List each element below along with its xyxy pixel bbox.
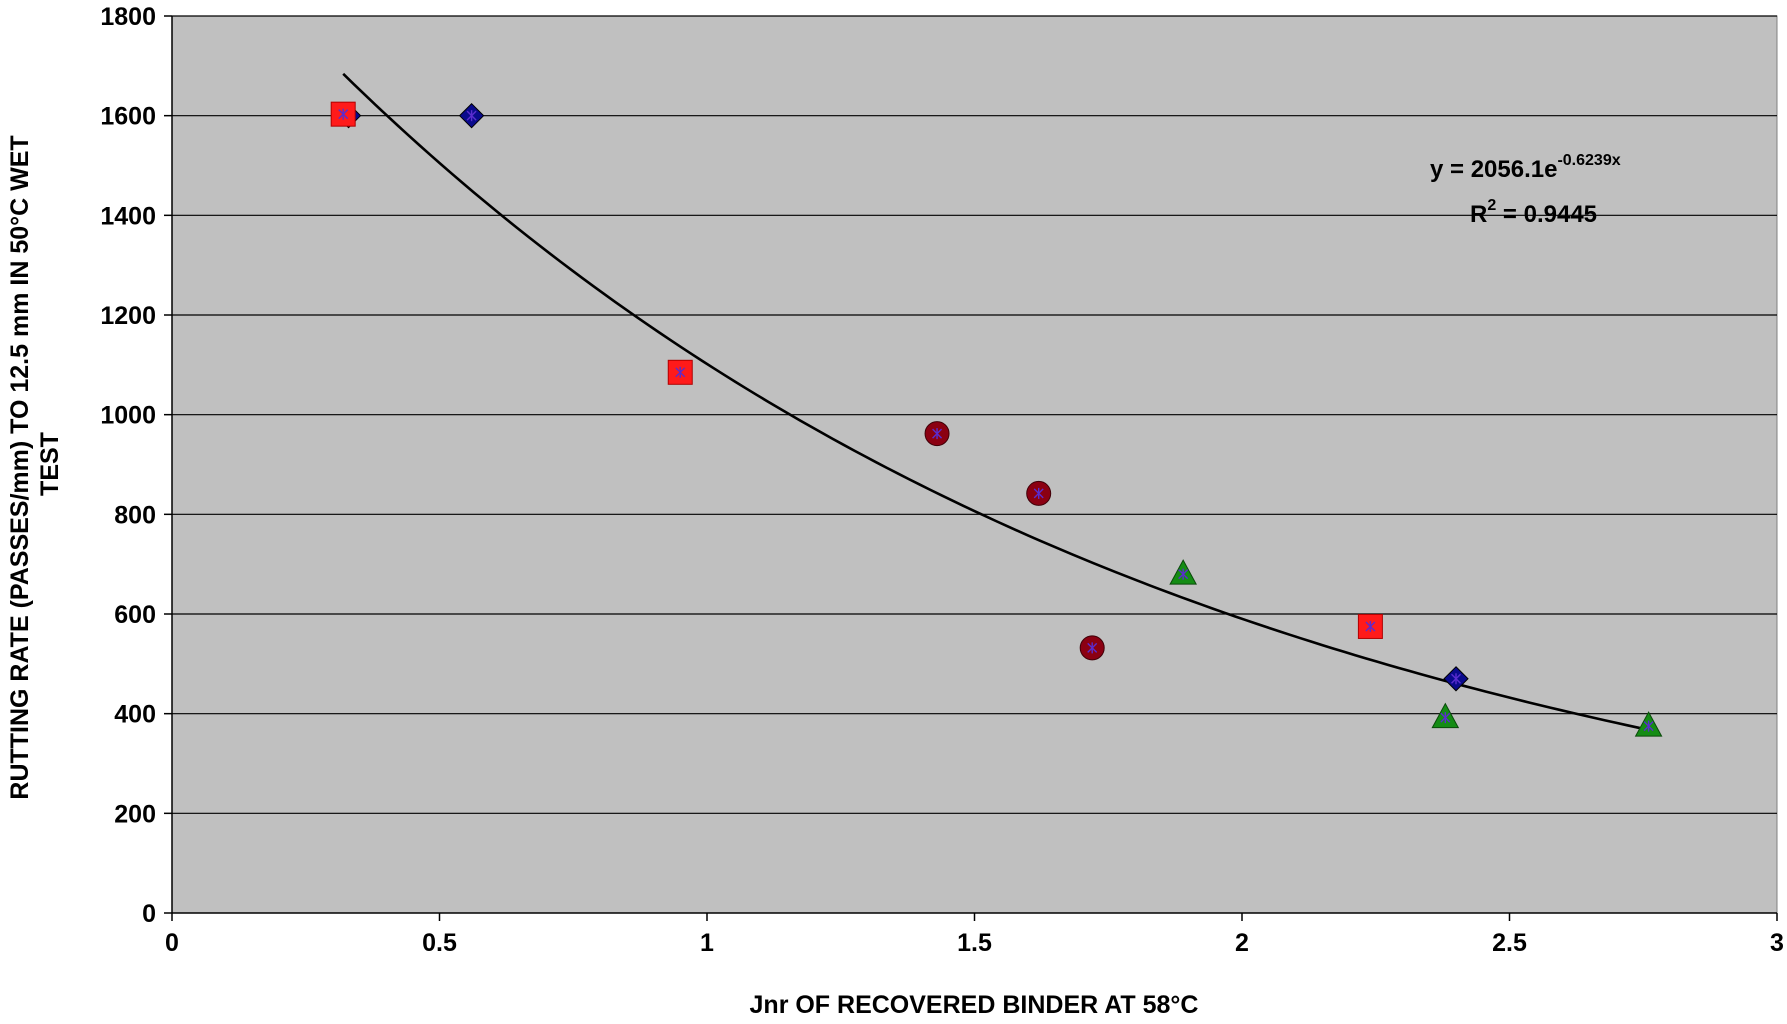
point-star-marker: [1365, 620, 1376, 632]
point-star-marker: [466, 110, 477, 122]
axes: 0 200 400 600 800 1000 1200 1400 1600 1800 0 0.5 1 1.…: [100, 3, 1784, 957]
r-squared-r: R: [1470, 201, 1487, 228]
x-tick-label: 2: [1235, 929, 1249, 957]
y-tick-label: 1800: [100, 3, 156, 31]
trendline-equation: y = 2056.1e-0.6239x: [1430, 152, 1621, 183]
x-axis-title: Jnr OF RECOVERED BINDER AT 58°C: [750, 991, 1199, 1019]
x-tick-label: 0.5: [422, 929, 457, 957]
x-tick-label: 2.5: [1492, 929, 1527, 957]
trendline: [342, 72, 1649, 732]
point-star-marker: [1087, 642, 1098, 654]
y-axis-title-line-2: TEST: [36, 432, 64, 496]
gridlines: [172, 15, 1777, 814]
y-tick-label: 1200: [100, 302, 156, 330]
markers: [330, 101, 1663, 737]
point-star-marker: [1643, 720, 1654, 732]
r-squared-superscript: 2: [1487, 197, 1496, 214]
x-tick-label: 0: [165, 929, 179, 957]
r-squared-value: = 0.9445: [1496, 201, 1597, 228]
y-tick-label: 800: [114, 501, 156, 529]
r-squared-label: R2 = 0.9445: [1470, 197, 1597, 228]
y-tick-label: 400: [114, 701, 156, 729]
y-axis-title: RUTTING RATE (PASSES/mm) TO 12.5 mm IN 5…: [6, 128, 64, 799]
point-star-marker: [1178, 568, 1189, 580]
x-tick-label: 1: [700, 929, 714, 957]
point-star-marker: [1033, 487, 1044, 499]
y-tick-label: 1400: [100, 202, 156, 230]
plot-area: [171, 15, 1778, 914]
y-tick-label: 1000: [100, 402, 156, 430]
y-tick-label: 600: [114, 601, 156, 629]
point-star-marker: [338, 108, 349, 120]
point-star-marker: [1440, 712, 1451, 724]
point-star-marker: [932, 428, 943, 440]
y-axis-title-line-1: RUTTING RATE (PASSES/mm) TO 12.5 mm IN 5…: [6, 135, 34, 799]
x-tick-label: 3: [1770, 929, 1784, 957]
point-star-marker: [1451, 673, 1461, 685]
y-tick-label: 200: [114, 800, 156, 828]
trendline-layer: [342, 72, 1649, 732]
x-tick-label: 1.5: [957, 929, 992, 957]
equation-base: y = 2056.1e: [1430, 156, 1557, 183]
point-star-marker: [675, 366, 686, 378]
y-tick-label: 1600: [100, 103, 156, 131]
equation-exponent: -0.6239x: [1557, 152, 1620, 169]
y-tick-label: 0: [142, 900, 156, 928]
